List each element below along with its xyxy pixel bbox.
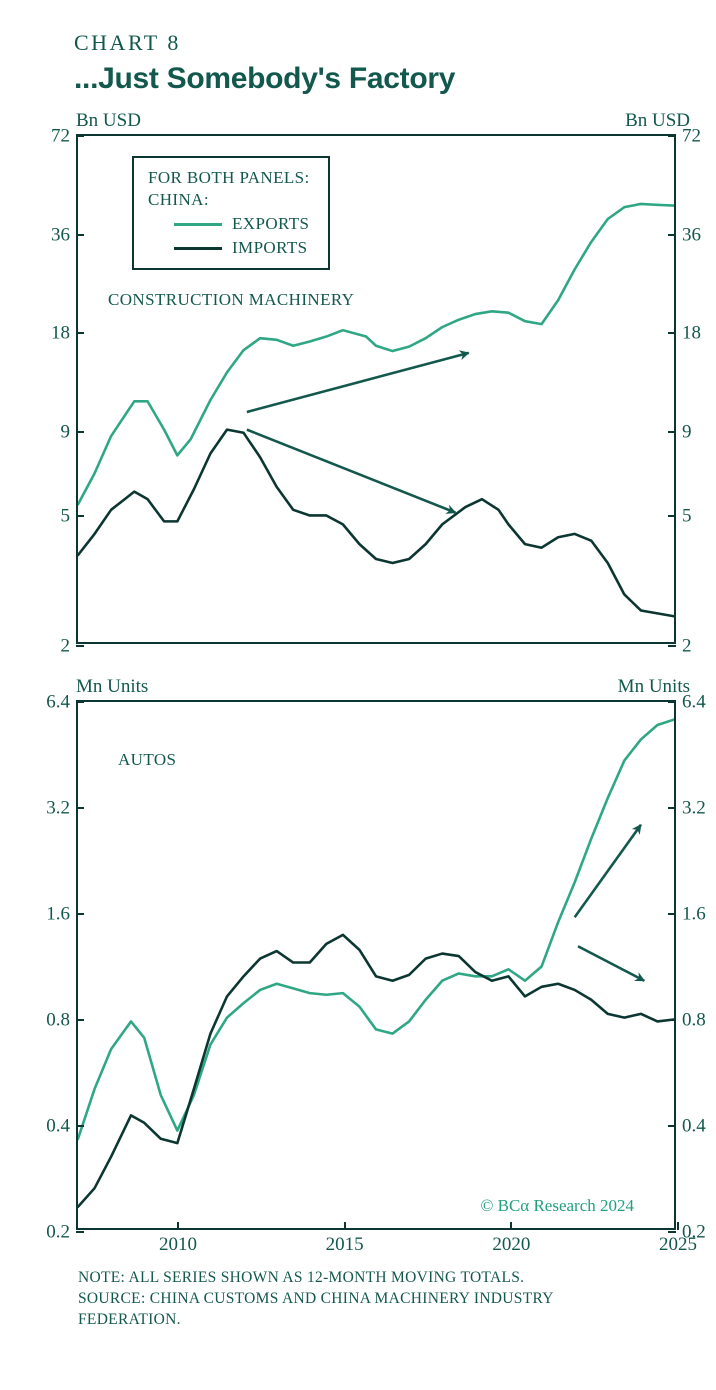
xtick-label: 2025	[659, 1228, 697, 1256]
ytick-label: 0.8	[32, 1010, 78, 1029]
panel-construction-machinery: Bn USD Bn USD FOR BOTH PANELS: CHINA: EX…	[24, 110, 692, 644]
legend-row-exports: EXPORTS	[174, 214, 310, 234]
ytick-label: 3.2	[32, 799, 78, 818]
copyright-text: © BCα Research 2024	[480, 1196, 634, 1216]
ytick-label: 3.2	[674, 799, 716, 818]
legend-box: FOR BOTH PANELS: CHINA: EXPORTS IMPORTS	[132, 156, 330, 270]
ytick-label: 72	[32, 127, 78, 146]
legend-header-2: CHINA:	[148, 190, 310, 210]
ytick-label: 18	[32, 324, 78, 343]
legend-row-imports: IMPORTS	[174, 238, 310, 258]
ytick-label: 1.6	[32, 905, 78, 924]
ytick-label: 72	[674, 127, 716, 146]
plot-top: FOR BOTH PANELS: CHINA: EXPORTS IMPORTS …	[76, 134, 676, 644]
xtick-label: 2010	[159, 1228, 197, 1256]
panel-label-bottom: AUTOS	[118, 750, 176, 770]
axis-unit-left-bottom: Mn Units	[76, 676, 148, 698]
legend-label-exports: EXPORTS	[232, 214, 309, 234]
panel-autos: Mn Units Mn Units AUTOS © BCα Research 2…	[24, 676, 692, 1230]
xtick-label: 2020	[492, 1228, 530, 1256]
legend-header-1: FOR BOTH PANELS:	[148, 168, 310, 188]
ytick-label: 2	[32, 637, 78, 656]
legend-swatch-exports	[174, 223, 222, 226]
ytick-label: 0.2	[32, 1222, 78, 1241]
legend-swatch-imports	[174, 247, 222, 250]
xtick-label: 2015	[326, 1228, 364, 1256]
ytick-label: 0.8	[674, 1010, 716, 1029]
footnote: NOTE: ALL SERIES SHOWN AS 12-MONTH MOVIN…	[78, 1268, 658, 1331]
ytick-label: 5	[674, 506, 716, 525]
ytick-label: 6.4	[32, 693, 78, 712]
ytick-label: 36	[32, 225, 78, 244]
plot-bottom: AUTOS © BCα Research 2024 0.20.20.40.40.…	[76, 700, 676, 1230]
ytick-label: 18	[674, 324, 716, 343]
ytick-label: 6.4	[674, 693, 716, 712]
ytick-label: 0.4	[674, 1116, 716, 1135]
ytick-label: 36	[674, 225, 716, 244]
ytick-label: 9	[674, 422, 716, 441]
ytick-label: 5	[32, 506, 78, 525]
ytick-label: 1.6	[674, 905, 716, 924]
footnote-line-2: SOURCE: CHINA CUSTOMS AND CHINA MACHINER…	[78, 1289, 658, 1331]
axis-unit-left-top: Bn USD	[76, 110, 141, 132]
ytick-label: 0.4	[32, 1116, 78, 1135]
panel-label-top: CONSTRUCTION MACHINERY	[108, 290, 354, 310]
ytick-label: 9	[32, 422, 78, 441]
chart-number: CHART 8	[74, 30, 692, 56]
footnote-line-1: NOTE: ALL SERIES SHOWN AS 12-MONTH MOVIN…	[78, 1268, 658, 1289]
ytick-label: 2	[674, 637, 716, 656]
chart-title: ...Just Somebody's Factory	[74, 62, 692, 96]
legend-label-imports: IMPORTS	[232, 238, 307, 258]
